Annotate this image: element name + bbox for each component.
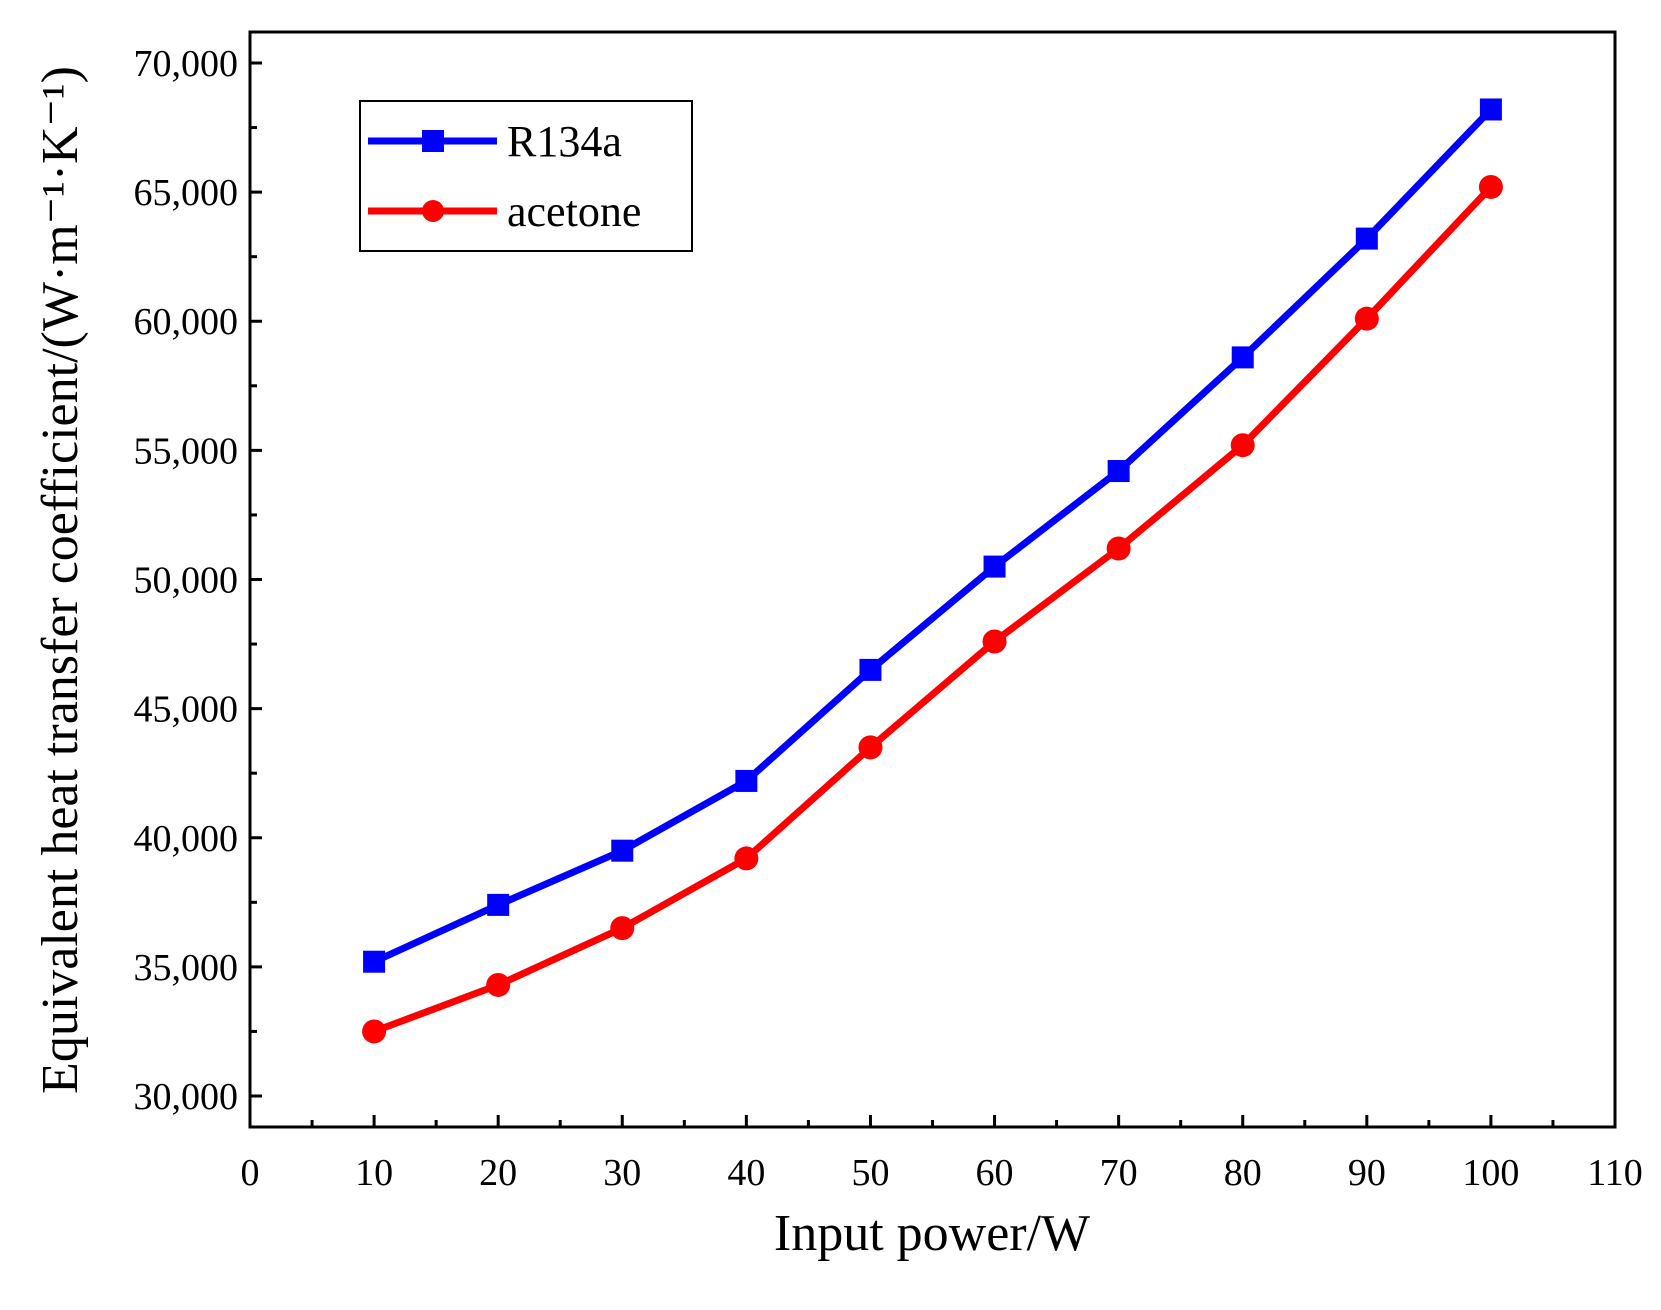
legend-label-acetone: acetone [507, 187, 641, 236]
y-axis-title: Equivalent heat transfer coefficient/(W·… [32, 66, 89, 1094]
data-point-r134a [735, 769, 758, 792]
legend: R134a acetone [359, 100, 693, 252]
data-point-r134a [363, 950, 386, 973]
data-point-r134a [1231, 346, 1254, 369]
data-point-acetone [1106, 536, 1131, 561]
data-point-r134a [1479, 98, 1502, 121]
x-tick-label: 30 [603, 1152, 641, 1194]
data-point-acetone [362, 1019, 387, 1044]
x-tick-label: 70 [1100, 1152, 1138, 1194]
y-tick-label: 40,000 [134, 818, 239, 860]
x-tick-label: 110 [1587, 1152, 1643, 1194]
data-point-r134a [611, 839, 634, 862]
data-point-r134a [1355, 227, 1378, 250]
series-line-acetone [372, 184, 1494, 1035]
data-point-acetone [858, 735, 883, 760]
series-layer [362, 98, 1503, 1044]
legend-box [359, 100, 693, 252]
y-tick-label: 55,000 [134, 430, 239, 472]
x-tick-label: 100 [1462, 1152, 1519, 1194]
x-tick-label: 80 [1224, 1152, 1262, 1194]
axis-ticks: 0 10 20 30 40 50 60 70 80 90 100 110 30,000 35,000 40,… [134, 43, 1643, 1194]
data-point-r134a [1107, 460, 1130, 483]
legend-label-r134a: R134a [507, 117, 622, 166]
y-tick-label: 50,000 [134, 560, 239, 602]
legend-marker-r134a [422, 130, 444, 152]
data-point-r134a [859, 658, 882, 681]
data-point-r134a [983, 555, 1006, 578]
y-tick-label: 45,000 [134, 689, 239, 731]
data-point-acetone [734, 846, 759, 871]
x-axis-title: Input power/W [774, 1205, 1090, 1262]
x-tick-label: 10 [355, 1152, 393, 1194]
y-tick-label: 60,000 [134, 301, 239, 343]
x-tick-label: 60 [976, 1152, 1014, 1194]
x-tick-label: 0 [241, 1152, 260, 1194]
y-tick-label: 65,000 [134, 172, 239, 214]
data-point-acetone [1230, 433, 1255, 458]
data-point-acetone [1478, 174, 1503, 199]
data-point-acetone [486, 972, 511, 997]
y-tick-label: 70,000 [134, 43, 239, 85]
x-tick-label: 50 [851, 1152, 889, 1194]
series-line-r134a [372, 107, 1494, 965]
x-tick-label: 20 [479, 1152, 517, 1194]
data-point-acetone [1354, 306, 1379, 331]
x-tick-label: 90 [1348, 1152, 1386, 1194]
x-tick-label: 40 [727, 1152, 765, 1194]
data-point-r134a [487, 893, 510, 916]
legend-marker-acetone [422, 200, 444, 222]
data-point-acetone [982, 629, 1007, 654]
data-point-acetone [610, 916, 635, 941]
y-tick-label: 35,000 [134, 947, 239, 989]
y-tick-label: 30,000 [134, 1076, 239, 1118]
